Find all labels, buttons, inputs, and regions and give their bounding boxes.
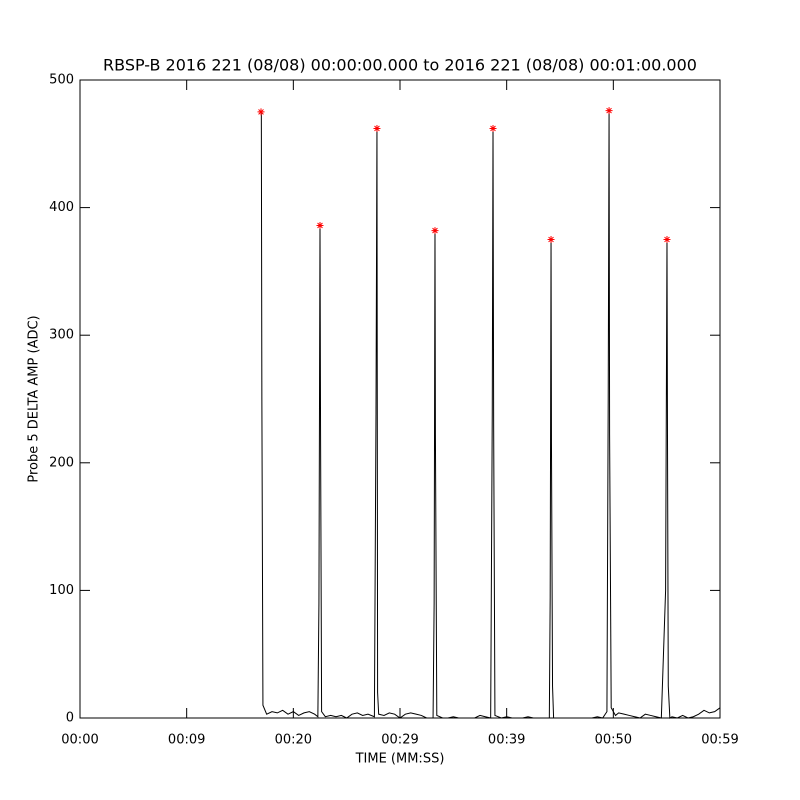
y-axis-label: Probe 5 DELTA AMP (ADC) [27, 315, 42, 482]
y-tick-label: 400 [49, 200, 74, 215]
peak-marker [431, 227, 439, 235]
y-tick-label: 200 [49, 455, 74, 470]
x-tick-label: 00:39 [488, 733, 525, 748]
x-tick-label: 00:50 [595, 733, 632, 748]
peak-marker [257, 108, 265, 116]
chart-title: RBSP-B 2016 221 (08/08) 00:00:00.000 to … [103, 56, 697, 75]
x-axis-label: TIME (MM:SS) [355, 752, 445, 767]
peak-marker [316, 221, 324, 229]
plot-frame [79, 79, 721, 719]
y-tick-label: 100 [49, 583, 74, 598]
y-tick-label: 500 [49, 73, 74, 88]
y-tick-label: 0 [66, 711, 74, 726]
x-tick-label: 00:59 [701, 733, 738, 748]
peak-marker [605, 107, 613, 115]
data-line [260, 110, 721, 719]
peak-marker [489, 124, 497, 132]
x-tick-label: 00:29 [381, 733, 418, 748]
x-tick-label: 00:00 [61, 733, 98, 748]
peak-marker [663, 236, 671, 243]
peak-marker [373, 124, 381, 132]
x-tick-label: 00:09 [168, 733, 205, 748]
x-tick-label: 00:20 [275, 733, 312, 748]
y-tick-label: 300 [49, 328, 74, 343]
peak-marker [547, 236, 555, 243]
